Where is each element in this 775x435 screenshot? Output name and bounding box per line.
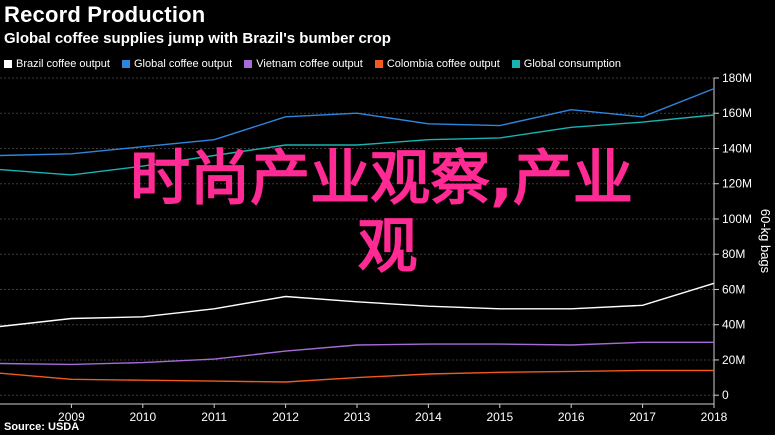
legend-swatch xyxy=(244,60,253,68)
y-tick-label: 80M xyxy=(722,247,745,261)
legend-item: Vietnam coffee output xyxy=(244,58,363,70)
y-tick-label: 20M xyxy=(722,353,745,367)
legend-swatch xyxy=(511,60,520,68)
series-line xyxy=(0,369,714,383)
x-tick-label: 2017 xyxy=(629,410,656,424)
chart-subtitle: Global coffee supplies jump with Brazil'… xyxy=(4,30,391,47)
x-tick-label: 2010 xyxy=(129,410,156,424)
legend-label: Global coffee output xyxy=(133,58,233,70)
legend-swatch xyxy=(121,60,130,68)
x-tick-label: 2016 xyxy=(558,410,585,424)
y-tick-label: 180M xyxy=(722,71,752,85)
x-tick-label: 2011 xyxy=(201,410,227,424)
chart-title: Record Production xyxy=(4,2,206,27)
legend-item: Brazil coffee output xyxy=(4,58,110,70)
legend-label: Brazil coffee output xyxy=(16,58,110,70)
legend-label: Colombia coffee output xyxy=(386,58,500,70)
legend-item: Global coffee output xyxy=(121,58,233,70)
y-tick-label: 160M xyxy=(722,106,752,120)
y-tick-label: 0 xyxy=(722,388,729,402)
legend-label: Vietnam coffee output xyxy=(256,58,363,70)
x-tick-label: 2009 xyxy=(58,410,85,424)
chart-legend: Brazil coffee output Global coffee output… xyxy=(4,58,621,70)
legend-swatch xyxy=(374,60,383,68)
overlay-watermark-text: 时尚产业观察,产业 观 xyxy=(0,145,735,281)
x-tick-label: 2014 xyxy=(415,410,442,424)
series-line xyxy=(0,87,715,157)
y-tick-label: 60M xyxy=(722,282,745,296)
x-tick-label: 2012 xyxy=(272,410,299,424)
source-note: Source: USDA xyxy=(4,421,80,433)
y-tick-label: 140M xyxy=(722,141,752,155)
x-tick-label: 2018 xyxy=(701,410,728,424)
legend-item: Colombia coffee output xyxy=(374,58,500,70)
legend-item: Global consumption xyxy=(511,58,622,70)
series-line xyxy=(0,282,715,328)
overlay-line-1: 时尚产业观察,产业 xyxy=(130,144,633,214)
series-line xyxy=(0,114,715,176)
y-tick-label: 40M xyxy=(722,318,745,332)
x-tick-label: 2015 xyxy=(486,410,513,424)
y-axis-title: 60-kg bags xyxy=(758,209,773,274)
legend-label: Global consumption xyxy=(523,58,622,70)
x-tick-label: 2013 xyxy=(344,410,371,424)
y-tick-label: 100M xyxy=(722,212,752,226)
series-line xyxy=(0,341,714,366)
overlay-line-2: 观 xyxy=(357,212,418,282)
y-tick-label: 120M xyxy=(722,177,752,191)
legend-swatch xyxy=(4,60,12,68)
